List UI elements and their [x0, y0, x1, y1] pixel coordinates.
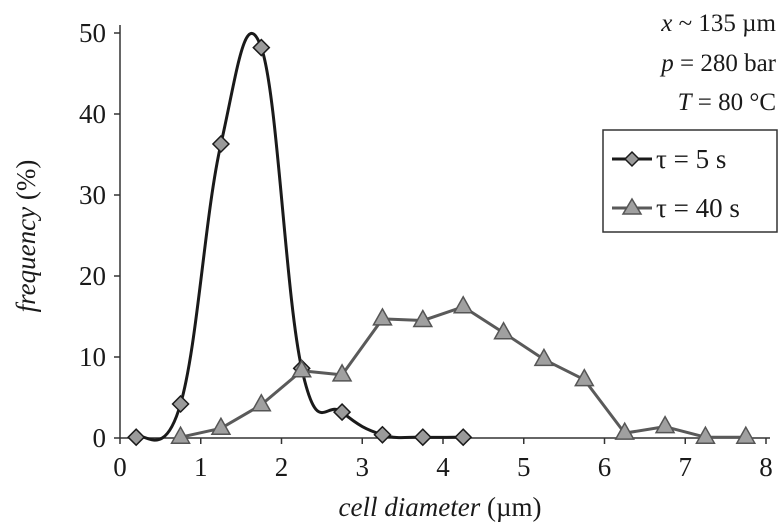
series-line-1 — [180, 305, 746, 439]
triangle-marker — [493, 321, 514, 340]
x-tick-label: 2 — [275, 452, 289, 482]
triangle-marker — [533, 347, 555, 367]
diamond-marker — [171, 394, 190, 414]
y-axis-label: frequency (%) — [11, 160, 41, 313]
legend-marker-triangle — [621, 197, 643, 215]
annotation-x: x ~ 135 µm — [660, 10, 776, 37]
x-axis-label: cell diameter (µm) — [339, 492, 542, 522]
triangle-marker — [735, 425, 757, 444]
x-axis-label-unit: (µm) — [480, 492, 541, 522]
triangle-marker — [372, 307, 393, 326]
y-axis-label-unit: (%) — [11, 160, 41, 207]
annotation-t-value: = 80 °C — [691, 89, 776, 116]
diamond-marker — [252, 38, 271, 57]
y-tick-label: 10 — [79, 342, 106, 372]
legend-label-tau40: τ = 40 s — [656, 193, 740, 223]
triangle-marker — [412, 309, 434, 328]
annotation-x-var: x — [660, 10, 672, 37]
x-tick-label: 8 — [759, 452, 773, 482]
x-tick-label: 5 — [517, 452, 531, 482]
diamond-marker — [413, 428, 432, 447]
diamond-marker — [127, 428, 146, 447]
triangle-marker — [291, 359, 312, 378]
diamond-marker — [211, 134, 230, 154]
legend: τ = 5 s τ = 40 s — [602, 129, 778, 233]
triangle-marker — [695, 425, 716, 444]
x-tick-label: 4 — [436, 452, 450, 482]
x-tick-label: 7 — [679, 452, 693, 482]
annotations: x ~ 135 µm p = 280 bar T = 80 °C — [659, 10, 776, 116]
triangle-marker — [654, 415, 676, 434]
annotation-p: p = 280 bar — [659, 50, 776, 77]
x-axis-label-name: cell diameter — [339, 492, 481, 522]
y-tick-label: 50 — [79, 18, 106, 48]
diamond-marker — [454, 428, 473, 447]
triangle-marker — [574, 368, 595, 387]
y-axis-label-name: frequency — [11, 207, 41, 312]
triangle-marker — [331, 363, 353, 382]
tick-labels: 0 10 20 30 40 50 0 1 2 3 4 5 6 7 8 — [79, 18, 773, 482]
triangle-marker — [614, 421, 635, 440]
annotation-x-value: ~ 135 µm — [672, 10, 776, 37]
y-tick-label: 20 — [79, 261, 106, 291]
legend-box — [602, 129, 778, 233]
y-tick-label: 0 — [93, 423, 107, 453]
y-tick-label: 40 — [79, 99, 106, 129]
axes — [114, 25, 770, 444]
x-tick-label: 1 — [194, 452, 208, 482]
series-line-0 — [135, 31, 464, 442]
series-group — [127, 31, 757, 447]
diamond-marker — [373, 425, 392, 444]
triangle-marker — [170, 425, 191, 444]
annotation-p-value: = 280 bar — [674, 50, 777, 77]
legend-label-tau5: τ = 5 s — [656, 144, 726, 174]
annotation-p-var: p — [659, 50, 674, 77]
x-tick-label: 0 — [113, 452, 127, 482]
y-tick-label: 30 — [79, 180, 106, 210]
triangle-marker — [251, 393, 272, 412]
triangle-marker — [452, 295, 474, 314]
annotation-t: T = 80 °C — [678, 89, 776, 116]
legend-marker-diamond — [623, 150, 641, 168]
x-tick-label: 6 — [598, 452, 612, 482]
x-tick-label: 3 — [356, 452, 370, 482]
triangle-marker — [210, 416, 232, 436]
diamond-marker — [333, 403, 352, 422]
annotation-t-var: T — [678, 89, 694, 116]
